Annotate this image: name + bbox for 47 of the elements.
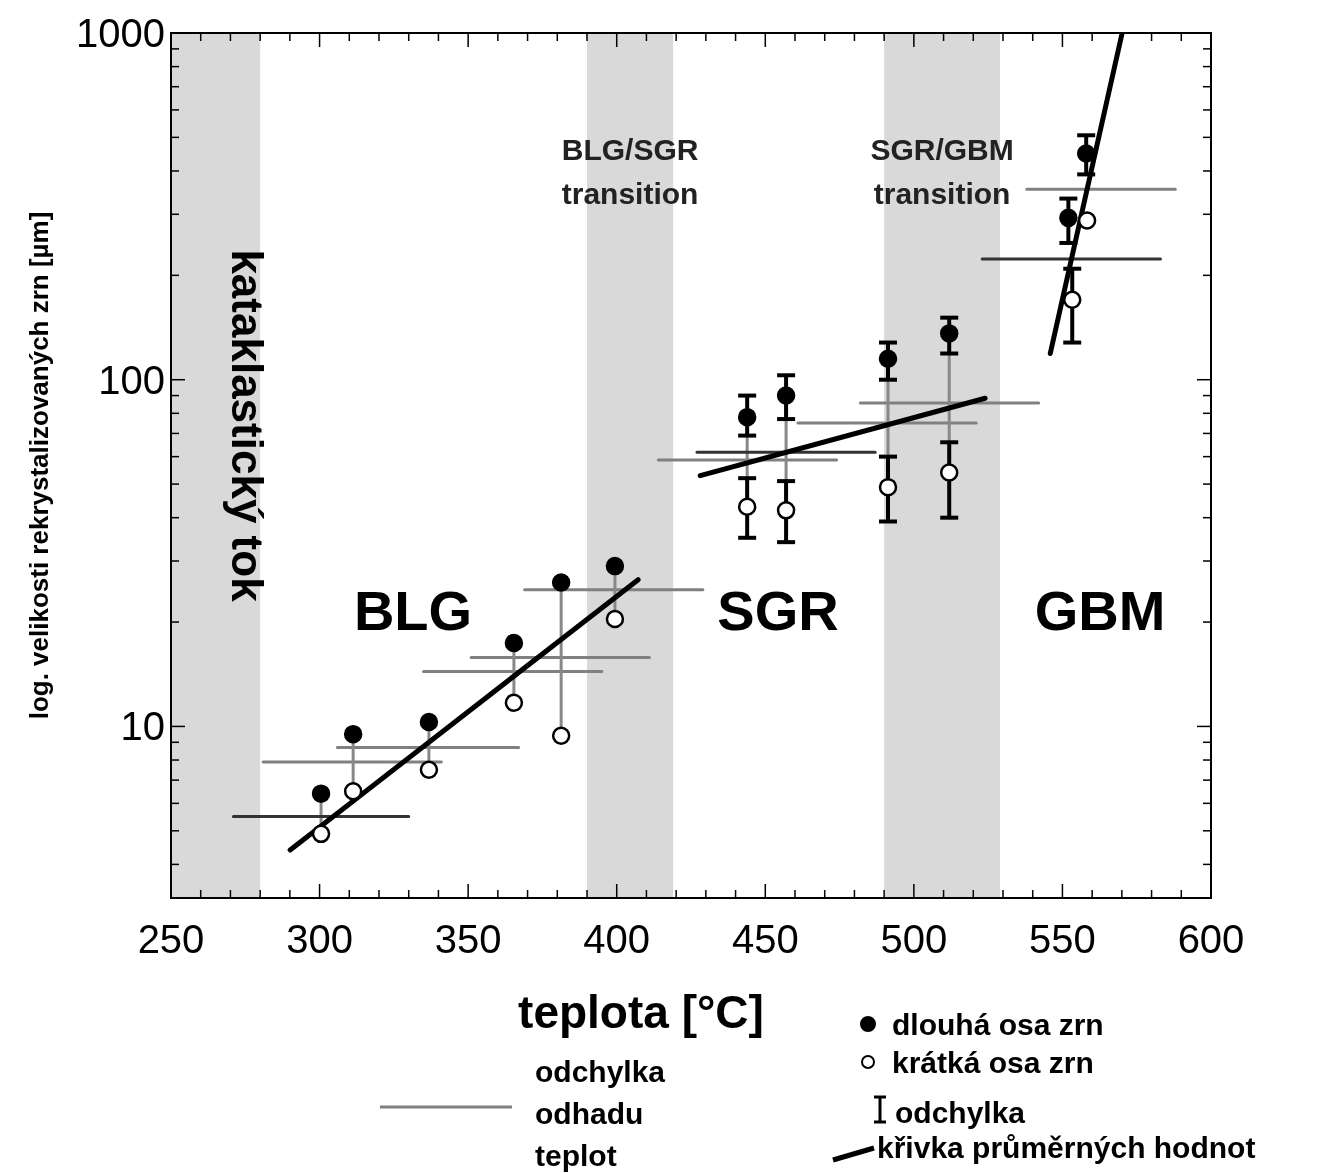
band-label: kataklastický tok bbox=[222, 249, 272, 603]
legend-label: křivka průměrných hodnot bbox=[877, 1131, 1256, 1164]
point bbox=[504, 693, 524, 713]
x-tick-label: 300 bbox=[286, 917, 353, 961]
point bbox=[776, 501, 796, 520]
point bbox=[343, 724, 363, 744]
point bbox=[1076, 144, 1096, 163]
point bbox=[605, 609, 625, 629]
point bbox=[343, 782, 363, 801]
x-tick-label: 450 bbox=[731, 917, 799, 961]
annotation: BLG bbox=[353, 579, 473, 642]
legend-label: krátká osa zrn bbox=[892, 1046, 1094, 1079]
legend-label: dlouhá osa zrn bbox=[892, 1008, 1104, 1041]
x-tick-label: 250 bbox=[137, 917, 205, 961]
point bbox=[311, 824, 331, 844]
point bbox=[551, 573, 571, 592]
point bbox=[939, 463, 959, 482]
y-tick-label: 10 bbox=[120, 704, 165, 749]
x-tick-label: 550 bbox=[1029, 917, 1096, 961]
point bbox=[419, 760, 439, 779]
point bbox=[311, 784, 331, 803]
point bbox=[1059, 208, 1078, 228]
point bbox=[878, 477, 898, 497]
point bbox=[605, 556, 625, 576]
point bbox=[939, 324, 959, 343]
annotation: SGR bbox=[717, 579, 839, 642]
point bbox=[737, 497, 757, 517]
band-label: BLG/SGR transition bbox=[561, 133, 699, 210]
x-axis-title: teplota [°C] bbox=[518, 986, 764, 1038]
point bbox=[419, 712, 439, 732]
y-tick-label: 100 bbox=[98, 357, 165, 402]
point bbox=[737, 407, 757, 427]
x-tick-label: 400 bbox=[583, 917, 651, 961]
annotation: GBM bbox=[1034, 579, 1166, 642]
x-tick-label: 600 bbox=[1177, 917, 1245, 961]
y-tick-label: 1000 bbox=[76, 11, 165, 55]
point bbox=[1062, 290, 1082, 310]
x-tick-label: 350 bbox=[434, 917, 502, 961]
legend-label: odchylka odhadu teplot bbox=[535, 1055, 666, 1172]
point bbox=[504, 633, 524, 653]
point bbox=[776, 386, 796, 405]
x-tick-label: 500 bbox=[880, 917, 948, 961]
y-axis-title: log. velikosti rekrystalizovaných zrn [µm] bbox=[24, 211, 54, 720]
text: odchylka bbox=[895, 1096, 1026, 1129]
band-label: SGR/GBM transition bbox=[870, 133, 1014, 210]
point bbox=[551, 726, 571, 745]
point bbox=[878, 349, 898, 368]
